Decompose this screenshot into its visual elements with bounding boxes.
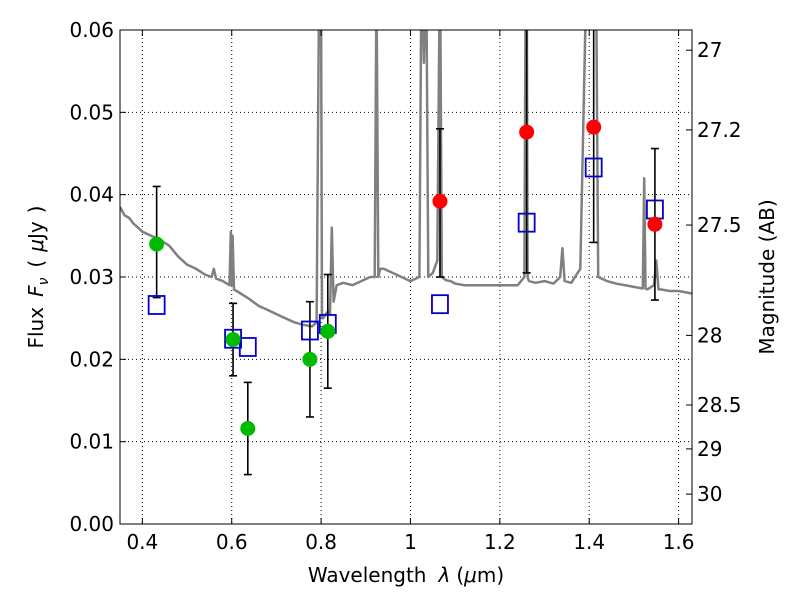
y2-axis-title: Magnitude (AB) bbox=[755, 199, 779, 354]
red-data-point bbox=[586, 119, 602, 135]
model-box bbox=[431, 294, 449, 315]
x-tick-label: 0.8 bbox=[305, 530, 337, 554]
x-axis-title: Wavelength λ (μm) bbox=[308, 563, 504, 587]
y2-tick-label: 28.5 bbox=[697, 393, 742, 417]
data-points bbox=[149, 119, 663, 436]
green-data-point bbox=[240, 420, 256, 436]
model-box bbox=[147, 295, 166, 315]
y-tick-label: 0.01 bbox=[69, 430, 114, 454]
x-tick-labels: 0.4 0.6 0.8 1 1.2 1.4 1.6 bbox=[126, 530, 694, 554]
y2-tick-label: 27.2 bbox=[697, 118, 742, 142]
y-tick-label: 0.00 bbox=[69, 512, 114, 536]
green-data-point bbox=[225, 332, 241, 348]
red-data-point bbox=[519, 124, 535, 140]
axis-ticks bbox=[120, 29, 692, 525]
x-tick-label: 0.6 bbox=[216, 530, 248, 554]
red-data-point bbox=[432, 193, 448, 209]
y2-tick-labels: 27 27.2 27.5 28 28.5 29 30 bbox=[697, 38, 742, 506]
y2-tick-label: 28 bbox=[697, 323, 722, 347]
y-tick-label: 0.02 bbox=[69, 347, 114, 371]
model-box bbox=[584, 157, 603, 178]
y2-tick-label: 30 bbox=[697, 482, 722, 506]
green-data-point bbox=[320, 323, 336, 339]
model-spectrum-layer bbox=[120, 30, 692, 328]
model-box bbox=[301, 320, 319, 341]
x-tick-label: 0.4 bbox=[126, 530, 158, 554]
x-tick-label: 1 bbox=[404, 530, 417, 554]
y-tick-label: 0.05 bbox=[69, 100, 114, 124]
green-data-point bbox=[302, 351, 318, 367]
green-data-point bbox=[149, 236, 165, 252]
y-tick-label: 0.04 bbox=[69, 183, 114, 207]
x-tick-label: 1.6 bbox=[663, 530, 695, 554]
y2-tick-label: 27 bbox=[697, 38, 722, 62]
y-tick-label: 0.06 bbox=[69, 18, 114, 42]
y-tick-label: 0.03 bbox=[69, 265, 114, 289]
model-box bbox=[238, 337, 257, 357]
model-boxes bbox=[147, 157, 664, 357]
y-axis-title: FluxFν(μJy) bbox=[24, 205, 52, 348]
x-tick-label: 1.2 bbox=[484, 530, 516, 554]
plot-background bbox=[120, 30, 692, 524]
model-box bbox=[517, 212, 536, 233]
x-tick-label: 1.4 bbox=[573, 530, 605, 554]
y-tick-labels: 0.00 0.01 0.02 0.03 0.04 0.05 0.06 bbox=[69, 18, 114, 536]
model-spectrum-line bbox=[120, 30, 692, 328]
y2-tick-label: 29 bbox=[697, 437, 722, 461]
red-data-point bbox=[647, 216, 663, 232]
y2-tick-label: 27.5 bbox=[697, 213, 742, 237]
